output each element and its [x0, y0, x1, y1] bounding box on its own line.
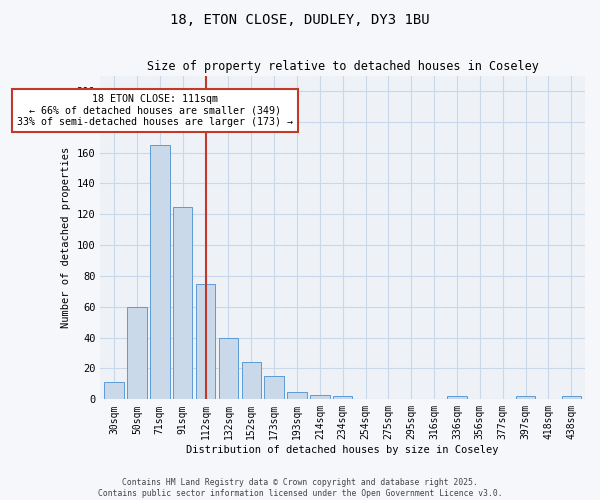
Title: Size of property relative to detached houses in Coseley: Size of property relative to detached ho…: [147, 60, 539, 73]
Bar: [265, 376, 284, 400]
Y-axis label: Number of detached properties: Number of detached properties: [61, 147, 71, 328]
Bar: [196, 284, 215, 400]
Bar: [333, 396, 352, 400]
Bar: [310, 394, 329, 400]
Bar: [287, 392, 307, 400]
Bar: [218, 338, 238, 400]
X-axis label: Distribution of detached houses by size in Coseley: Distribution of detached houses by size …: [187, 445, 499, 455]
Bar: [127, 307, 146, 400]
Text: Contains HM Land Registry data © Crown copyright and database right 2025.
Contai: Contains HM Land Registry data © Crown c…: [98, 478, 502, 498]
Bar: [562, 396, 581, 400]
Text: 18, ETON CLOSE, DUDLEY, DY3 1BU: 18, ETON CLOSE, DUDLEY, DY3 1BU: [170, 12, 430, 26]
Bar: [173, 206, 193, 400]
Bar: [104, 382, 124, 400]
Text: 18 ETON CLOSE: 111sqm
← 66% of detached houses are smaller (349)
33% of semi-det: 18 ETON CLOSE: 111sqm ← 66% of detached …: [17, 94, 293, 128]
Bar: [242, 362, 261, 400]
Bar: [150, 145, 170, 400]
Bar: [447, 396, 467, 400]
Bar: [516, 396, 535, 400]
